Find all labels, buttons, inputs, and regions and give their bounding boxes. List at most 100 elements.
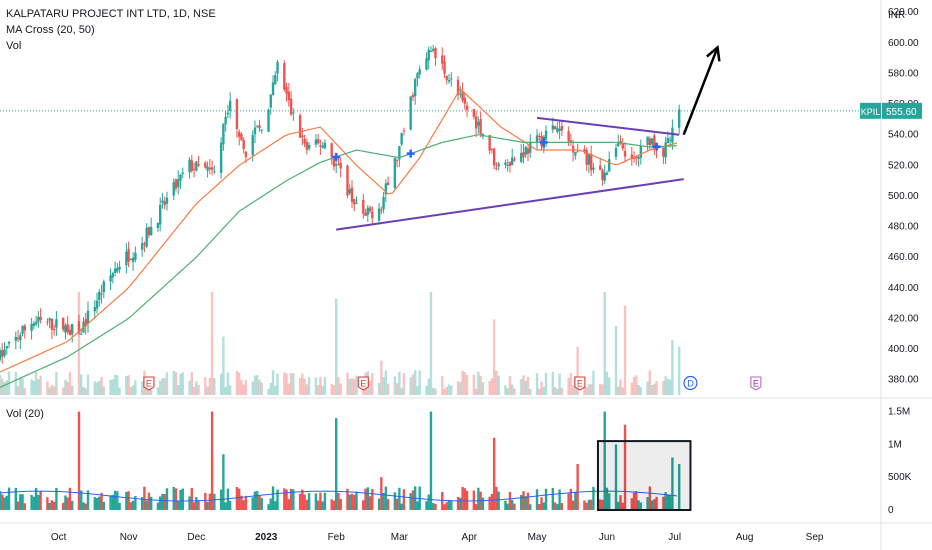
price-pane-volume-bar (585, 387, 588, 395)
candle-body (368, 207, 372, 212)
price-pane-volume-bar (161, 378, 164, 395)
candle-body (61, 317, 65, 330)
price-pane-volume-bar (353, 379, 356, 395)
candle-body (653, 135, 656, 150)
price-pane-volume-bar (441, 376, 444, 395)
candle-body (497, 163, 500, 167)
candle-body (7, 341, 11, 344)
volume-bar (237, 488, 241, 510)
ma-cross-marker (652, 142, 661, 151)
volume-bar (316, 500, 320, 510)
volume-bar (395, 498, 399, 510)
price-pane-volume-bar (95, 382, 99, 395)
volume-bar (526, 492, 530, 510)
candle-body (267, 109, 270, 132)
candle-body (445, 75, 448, 80)
candle-body (68, 329, 72, 336)
candle-body (177, 179, 180, 188)
volume-bar (39, 491, 42, 510)
volume-bar (111, 494, 115, 510)
price-pane-volume-bar (520, 379, 523, 395)
candle-body (113, 268, 117, 273)
candle-body (305, 142, 309, 150)
volume-bar (52, 501, 56, 510)
volume-bar (504, 500, 507, 510)
volume-bar (197, 500, 200, 510)
price-pane-volume-bar (553, 387, 557, 395)
volume-pane-label[interactable]: Vol (20) (6, 408, 44, 420)
price-pane-volume-bar (432, 387, 435, 395)
volume-bar (276, 489, 279, 510)
candle-body (432, 48, 435, 51)
price-pane-volume-bar (242, 384, 245, 395)
volume-bar (287, 499, 291, 510)
candle-body (413, 79, 417, 97)
volume-bar (456, 496, 460, 510)
price-pane-volume-bar (402, 373, 406, 395)
candle-body (71, 324, 74, 335)
price-pane-volume-bar (37, 379, 40, 395)
price-pane-volume-bar (648, 370, 652, 395)
volume-bar (181, 488, 184, 510)
candle-body (488, 135, 491, 151)
volume-bar (305, 499, 309, 510)
price-pane-volume-bar (495, 370, 498, 395)
candle-body (23, 325, 27, 331)
candle-body (639, 145, 643, 158)
volume-bar (646, 497, 649, 510)
price-pane-volume-bar (459, 382, 462, 395)
candle-body (84, 319, 87, 327)
price-pane-volume-bar (100, 377, 103, 395)
price-pane-volume-bar (677, 346, 681, 395)
time-tick-label: Jun (599, 532, 615, 543)
ma-cross-legend[interactable]: MA Cross (20, 50) (6, 24, 95, 36)
volume-tick-label: 0 (888, 505, 894, 516)
volume-legend[interactable]: Vol (6, 40, 22, 52)
volume-bar (208, 493, 212, 510)
price-pane-volume-bar (219, 373, 223, 395)
volume-bar (143, 486, 146, 510)
candle-body (664, 142, 667, 158)
volume-bar (192, 502, 196, 510)
volume-bar (662, 496, 665, 510)
price-pane-volume-bar (355, 375, 358, 395)
volume-bar (664, 492, 667, 510)
volume-bar (285, 489, 288, 510)
price-pane-volume-bar (632, 376, 636, 395)
candle-body (441, 55, 444, 64)
volume-bar (210, 411, 214, 510)
volume-bar (129, 502, 133, 510)
volume-tick-label: 1M (888, 439, 902, 450)
price-pane-volume-bar (330, 383, 333, 395)
price-pane-volume-bar (587, 384, 591, 395)
price-pane-volume-bar (134, 380, 137, 395)
volume-bar (125, 491, 128, 510)
candle-body (165, 197, 169, 204)
candle-body (77, 321, 81, 333)
candle-body (569, 140, 573, 144)
volume-bar (402, 489, 406, 510)
price-pane-volume-bar (571, 385, 575, 395)
volume-bar (461, 486, 464, 510)
volume-bar (492, 437, 496, 510)
candle-body (16, 337, 20, 340)
candle-body (472, 108, 476, 117)
candle-body (46, 321, 49, 323)
symbol-title[interactable]: KALPATARU PROJECT INT LTD, 1D, NSE (6, 8, 216, 20)
price-pane-volume-bar (260, 382, 263, 395)
price-pane-volume-bar (635, 375, 638, 395)
price-pane-volume-bar (274, 385, 277, 395)
candle-body (671, 127, 674, 143)
price-pane-volume-bar (172, 370, 175, 395)
volume-bar (520, 494, 523, 510)
volume-bar (256, 491, 259, 510)
volume-bar (384, 486, 388, 510)
candle-body (353, 199, 356, 205)
time-tick-label: Feb (328, 532, 346, 543)
volume-bar (614, 444, 618, 510)
volume-bar (362, 500, 365, 510)
volume-bar (571, 500, 575, 510)
volume-bar (21, 494, 24, 510)
volume-bar (380, 477, 383, 510)
